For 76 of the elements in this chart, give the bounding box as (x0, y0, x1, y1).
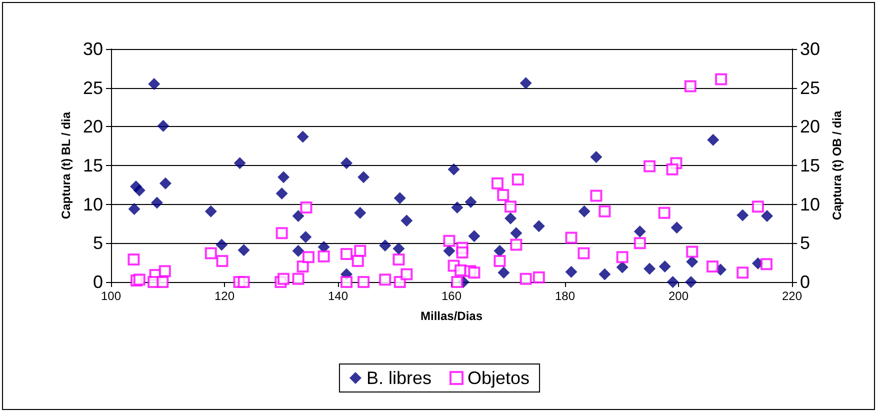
point (520, 77, 532, 90)
point (468, 230, 480, 242)
point (379, 239, 392, 252)
point (159, 177, 172, 190)
y2-tick-label: 20 (800, 116, 820, 137)
point (464, 196, 477, 208)
y-axis-title: Captura (t) BL / dia (59, 112, 74, 220)
point (296, 130, 309, 143)
point (598, 268, 611, 280)
point (532, 220, 545, 232)
point (150, 196, 163, 209)
point (498, 266, 510, 279)
point (707, 134, 720, 146)
point (666, 276, 679, 288)
x-tick-label: 180 (554, 289, 576, 303)
point (448, 163, 460, 176)
point (358, 171, 370, 184)
point (400, 214, 413, 227)
y2-tick-label: 10 (800, 194, 820, 214)
y-tick-label: 10 (82, 194, 103, 214)
point (616, 261, 628, 274)
point (510, 227, 522, 240)
point (494, 244, 506, 257)
y2-axis-title: Captura (t) OB / dia (830, 110, 844, 220)
point (684, 276, 697, 288)
point (394, 192, 406, 204)
point (128, 202, 140, 215)
x-tick-label: 220 (782, 289, 802, 303)
y2-tick-label: 0 (800, 272, 810, 292)
point (565, 266, 578, 278)
point (686, 256, 698, 268)
point (292, 244, 304, 257)
y-tick-label: 15 (82, 156, 103, 176)
point (644, 262, 656, 275)
point (670, 222, 683, 234)
y-tick-label: 30 (82, 39, 103, 59)
point (443, 244, 456, 257)
x-tick-label: 120 (214, 289, 235, 303)
point (157, 120, 170, 132)
point (318, 241, 330, 254)
point (300, 230, 312, 243)
y-tick-label: 0 (92, 272, 103, 292)
x-axis-title: Millas/Dias (420, 309, 483, 323)
point (292, 210, 304, 222)
y-tick-label: 20 (82, 116, 103, 137)
point (133, 184, 146, 196)
x-tick-label: 200 (668, 289, 689, 303)
point (204, 205, 217, 218)
point (276, 187, 288, 200)
y2-tick-label: 15 (800, 156, 820, 176)
point (736, 209, 749, 222)
legend-label: Objetos (467, 368, 530, 388)
point (216, 238, 228, 251)
point (392, 242, 405, 255)
point (504, 212, 517, 224)
y2-tick-label: 5 (800, 233, 810, 254)
point (234, 157, 246, 170)
point (340, 157, 353, 170)
legend-label: B. libres (366, 368, 432, 388)
point (148, 78, 160, 90)
point (354, 206, 366, 219)
y2-tick-label: 30 (800, 39, 820, 59)
y2-tick-label: 25 (800, 78, 820, 98)
point (761, 210, 774, 222)
point (634, 226, 646, 238)
x-tick-label: 100 (100, 289, 122, 303)
x-tick-label: 160 (441, 289, 462, 303)
point (451, 201, 464, 214)
x-tick-label: 140 (328, 289, 348, 303)
y-tick-label: 25 (82, 78, 103, 98)
point (590, 150, 602, 163)
point (658, 260, 671, 272)
point (578, 205, 590, 218)
y-tick-label: 5 (92, 233, 103, 254)
point (238, 244, 250, 256)
point (278, 171, 290, 184)
